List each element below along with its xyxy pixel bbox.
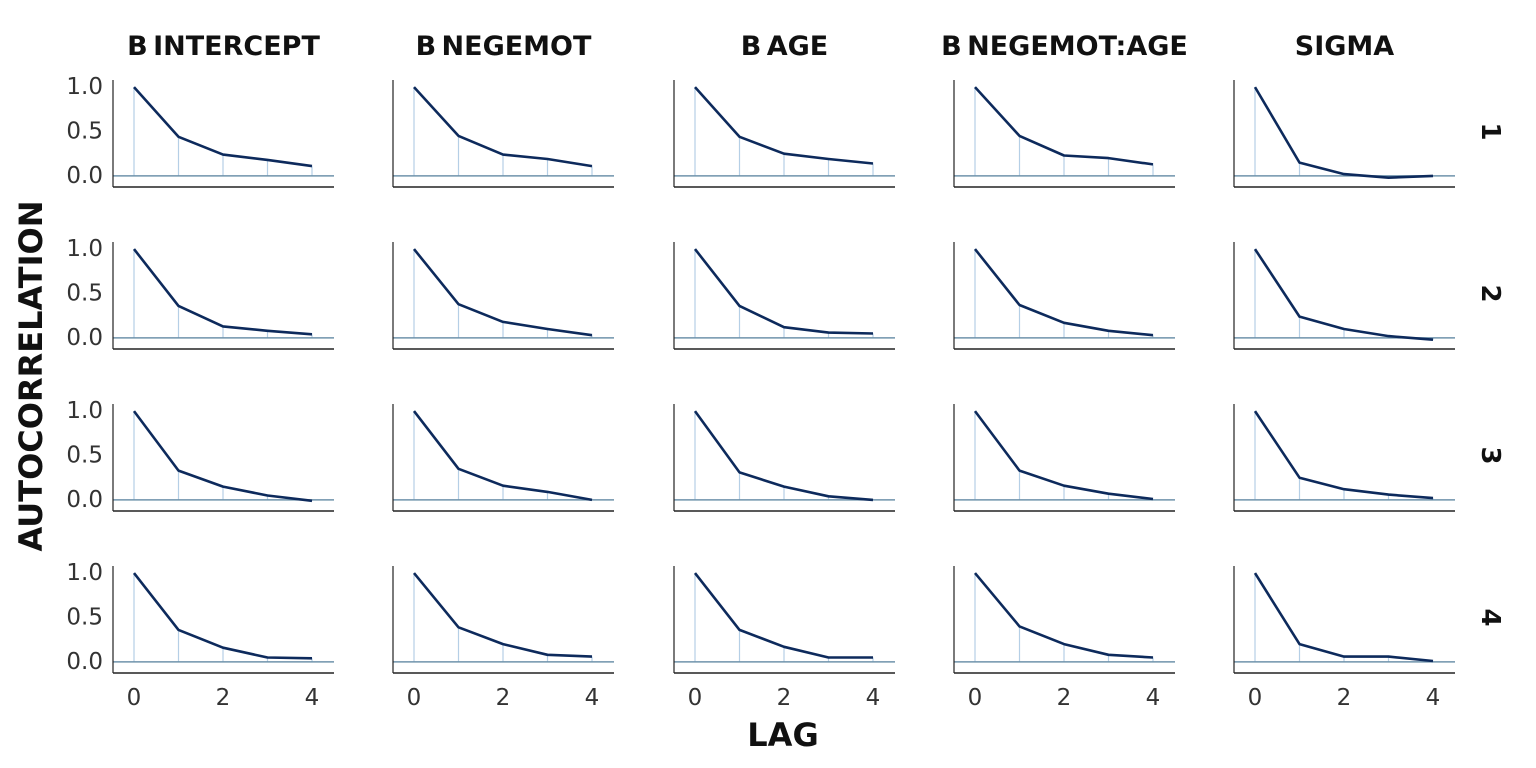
x-tick-label: 0 [127,685,142,711]
y-tick-label: 1.0 [66,560,103,586]
facet-panel [673,242,895,350]
x-tick-label: 4 [305,685,320,711]
facet-panel: 0.0 0.5 1.0 [66,74,334,189]
facet-panel [1233,242,1455,350]
y-tick-label: 0.5 [66,119,103,145]
acf-series-line [412,248,593,337]
acf-series-line [132,248,313,336]
y-tick-label: 0.5 [66,443,103,469]
facet-panel [392,242,614,350]
acf-series-line [693,410,874,502]
x-tick-label: 2 [1057,685,1072,711]
facet-panel [953,404,1175,512]
x-tick-label: 2 [216,685,231,711]
acf-series-line [693,248,874,335]
x-tick-label: 2 [1337,685,1352,711]
facet-panel: 0 2 4 [673,566,895,711]
facet-panel: 0 2 4 [953,566,1175,711]
row-label: 3 [1475,446,1505,464]
facet-panel: 0 2 4 [1233,566,1455,711]
facet-panel [953,80,1175,188]
y-tick-label: 0.0 [66,163,103,189]
acf-series-line [1253,410,1434,500]
y-tick-label: 0.0 [66,325,103,351]
facet-panel [392,80,614,188]
acf-series-line [1253,86,1434,179]
panel-title: B NEGEMOT [416,31,592,62]
acf-series-line [694,86,874,165]
x-tick-label: 4 [866,685,881,711]
row-label: 4 [1475,608,1505,626]
x-tick-label: 0 [407,685,422,711]
x-tick-label: 0 [968,685,983,711]
acf-series-line [974,86,1154,166]
facet-panel: 0 2 4 [392,566,614,711]
y-tick-label: 0.5 [66,605,103,631]
x-tick-label: 4 [585,685,600,711]
acf-series-line [413,86,593,168]
y-axis-title: AUTOCORRELATION [12,200,50,551]
x-tick-label: 2 [777,685,792,711]
row-label: 1 [1475,122,1505,140]
facet-panel [392,404,614,512]
acf-series-line [1253,572,1434,663]
x-tick-label: 0 [688,685,703,711]
y-tick-label: 1.0 [66,74,103,100]
facet-panel [1233,404,1455,512]
facet-panel [673,80,895,188]
facet-panel: 0.0 0.5 1.0 0 2 4 [66,560,334,711]
facet-panel: 0.0 0.5 1.0 [66,398,334,513]
x-tick-label: 0 [1248,685,1263,711]
y-tick-label: 1.0 [66,236,103,262]
y-tick-label: 0.0 [66,487,103,513]
acf-series-line [974,572,1154,659]
x-tick-label: 4 [1146,685,1161,711]
x-tick-label: 2 [496,685,511,711]
panel-title: SIGMA [1295,31,1395,62]
acf-series-line [412,410,593,502]
y-tick-label: 1.0 [66,398,103,424]
panel-title: B NEGEMOT:AGE [941,31,1188,62]
acf-series-line [132,572,313,660]
acf-series-line [973,410,1154,501]
acf-series-line [132,410,313,503]
x-axis-title: LAG [747,716,818,754]
facet-panel [1233,80,1455,188]
y-tick-label: 0.0 [66,649,103,675]
panel-title: B AGE [741,31,828,62]
y-tick-label: 0.5 [66,281,103,307]
panel-title: B INTERCEPT [127,31,320,62]
acf-series-line [693,572,873,659]
facet-panel [673,404,895,512]
acf-series-line [133,86,313,168]
x-tick-label: 4 [1426,685,1441,711]
facet-panel [953,242,1175,350]
facet-panel: 0.0 0.5 1.0 [66,236,334,351]
acf-series-line [412,572,593,658]
acf-series-line [1253,248,1434,341]
acf-series-line [973,248,1154,337]
row-label: 2 [1475,284,1505,302]
